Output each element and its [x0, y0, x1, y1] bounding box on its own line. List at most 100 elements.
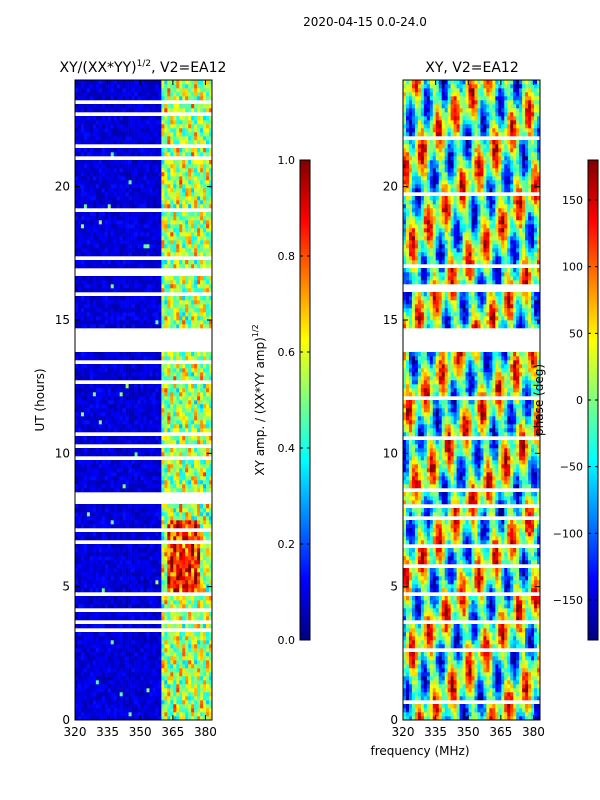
- heatmap-cell: [128, 412, 132, 417]
- heatmap-cell: [95, 428, 100, 433]
- heatmap-cell: [119, 652, 123, 657]
- heatmap-cell: [80, 244, 85, 249]
- heatmap-cell: [203, 416, 207, 421]
- heatmap-cell: [188, 708, 192, 713]
- heatmap-cell: [131, 696, 135, 701]
- heatmap-cell: [110, 600, 115, 605]
- heatmap-cell: [80, 200, 85, 205]
- heatmap-cell: [98, 196, 103, 201]
- heatmap-cell: [128, 236, 132, 241]
- heatmap-cell: [134, 428, 138, 433]
- heatmap-cell: [143, 588, 147, 593]
- heatmap-cell: [92, 436, 97, 441]
- heatmap-cell: [119, 408, 123, 413]
- heatmap-cell: [173, 680, 177, 685]
- heatmap-cell: [83, 416, 88, 421]
- heatmap-cell: [170, 696, 174, 701]
- heatmap-cell: [209, 700, 212, 705]
- heatmap-cell: [95, 416, 100, 421]
- heatmap-cell: [161, 532, 165, 537]
- heatmap-cell: [194, 580, 198, 585]
- heatmap-cell: [209, 228, 212, 233]
- heatmap-cell: [75, 548, 79, 553]
- heatmap-cell: [173, 640, 177, 645]
- heatmap-cell: [155, 448, 159, 453]
- heatmap-cell: [176, 716, 180, 720]
- heatmap-cell: [197, 524, 201, 529]
- heatmap-cell: [209, 384, 212, 389]
- heatmap-cell: [83, 632, 88, 637]
- heatmap-cell: [146, 216, 150, 221]
- heatmap-cell: [125, 320, 129, 325]
- heatmap-cell: [104, 636, 109, 641]
- heatmap-cell: [182, 532, 186, 537]
- heatmap-cell: [191, 472, 195, 477]
- heatmap-cell: [125, 488, 129, 493]
- heatmap-cell: [140, 508, 144, 513]
- heatmap-cell: [188, 504, 192, 509]
- heatmap-cell: [149, 300, 153, 305]
- heatmap-cell: [140, 656, 144, 661]
- heatmap-cell: [197, 188, 201, 193]
- heatmap-cell: [155, 212, 159, 217]
- heatmap-cell: [164, 308, 168, 313]
- heatmap-cell: [107, 232, 112, 237]
- heatmap-cell: [143, 552, 147, 557]
- heatmap-cell: [200, 656, 204, 661]
- heatmap-cell: [176, 552, 180, 557]
- heatmap-cell: [116, 632, 120, 637]
- heatmap-cell: [146, 660, 150, 665]
- heatmap-cell: [209, 596, 212, 601]
- heatmap-cell: [83, 320, 88, 325]
- heatmap-cell: [179, 568, 183, 573]
- heatmap-cell: [113, 288, 117, 293]
- heatmap-cell: [125, 368, 129, 373]
- heatmap-cell: [110, 452, 115, 457]
- heatmap-cell: [89, 304, 94, 309]
- heatmap-cell: [113, 576, 117, 581]
- heatmap-cell: [197, 304, 201, 309]
- heatmap-cell: [173, 516, 177, 521]
- heatmap-cell: [128, 188, 132, 193]
- heatmap-cell: [203, 488, 207, 493]
- heatmap-cell: [113, 612, 117, 617]
- heatmap-cell: [182, 320, 186, 325]
- heatmap-cell: [170, 460, 174, 465]
- heatmap-cell: [104, 552, 109, 557]
- heatmap-cell: [206, 504, 210, 509]
- heatmap-cell: [152, 252, 156, 257]
- heatmap-cell: [116, 428, 120, 433]
- heatmap-cell: [110, 648, 115, 653]
- heatmap-cell: [149, 676, 153, 681]
- heatmap-cell: [179, 400, 183, 405]
- heatmap-cell: [209, 372, 212, 377]
- heatmap-cell: [128, 704, 132, 709]
- heatmap-cell: [209, 428, 212, 433]
- heatmap-cell: [161, 524, 165, 529]
- heatmap-cell: [185, 480, 189, 485]
- heatmap-cell: [119, 364, 123, 369]
- heatmap-cell: [110, 244, 115, 249]
- heatmap-cell: [131, 464, 135, 469]
- heatmap-cell: [119, 668, 123, 673]
- heatmap-cell: [77, 216, 82, 221]
- heatmap-cell: [101, 488, 106, 493]
- heatmap-cell: [149, 252, 153, 257]
- heatmap-cell: [155, 484, 159, 489]
- heatmap-cell: [89, 308, 94, 313]
- heatmap-cell: [161, 604, 165, 609]
- heatmap-cell: [89, 460, 94, 465]
- heatmap-cell: [92, 648, 97, 653]
- heatmap-cell: [182, 632, 186, 637]
- heatmap-cell: [161, 440, 165, 445]
- heatmap-cell: [101, 656, 106, 661]
- heatmap-cell: [101, 504, 106, 509]
- heatmap-cell: [203, 232, 207, 237]
- heatmap-cell: [161, 504, 165, 509]
- heatmap-cell: [209, 324, 212, 329]
- heatmap-cell: [173, 644, 177, 649]
- heatmap-cell: [104, 412, 109, 417]
- heatmap-cell: [131, 652, 135, 657]
- heatmap-cell: [110, 184, 115, 189]
- heatmap-cell: [197, 588, 201, 593]
